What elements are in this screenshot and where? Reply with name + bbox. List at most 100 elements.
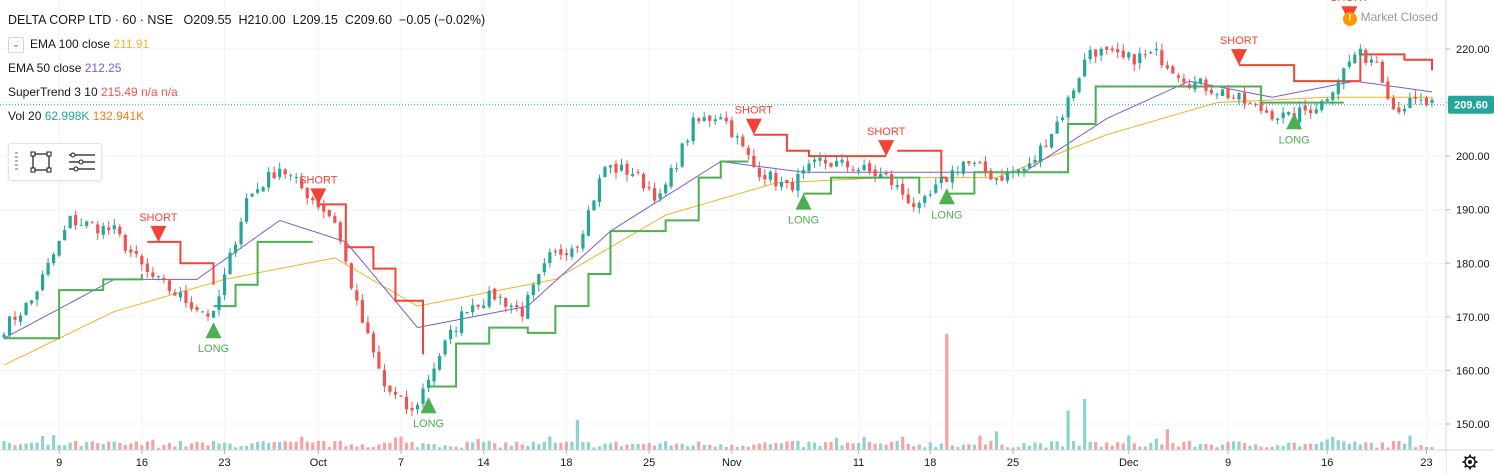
candle-body	[757, 167, 761, 177]
candle	[222, 267, 227, 301]
volume-bar	[40, 435, 45, 450]
candle	[96, 220, 100, 241]
volume-bar	[1231, 441, 1236, 450]
time-axis: 9 16 23 Oct 7 14 18 25 Nov 11 18 25 Dec 9 16 23	[0, 449, 1494, 474]
market-status[interactable]: ! Market Closed	[1342, 10, 1438, 26]
candle-body	[901, 183, 905, 195]
candle-body	[404, 396, 409, 410]
volume-bar	[840, 445, 844, 450]
candle-body	[1270, 111, 1274, 120]
long-arrow-icon	[420, 397, 437, 414]
volume-bar	[200, 442, 205, 450]
volume-bar	[790, 440, 795, 450]
candle-body	[1016, 169, 1021, 173]
settings-gear-icon[interactable]	[1462, 454, 1478, 470]
candle-body	[493, 288, 497, 300]
indicator-ema100[interactable]: ⌄ EMA 100 close 211.91	[8, 32, 485, 56]
volume-value: 62.998K	[44, 109, 90, 123]
candle-body	[35, 291, 39, 300]
volume-bar	[244, 445, 249, 450]
candle	[338, 220, 342, 245]
candle-body	[763, 175, 767, 180]
time-tick-label: 16	[1321, 457, 1333, 469]
candle	[1402, 105, 1407, 116]
candle	[978, 160, 982, 164]
volume-bar	[1413, 447, 1418, 450]
long-label: LONG	[931, 209, 962, 221]
candle-body	[581, 233, 585, 249]
volume-bar	[426, 443, 431, 450]
candle	[1287, 111, 1291, 116]
candle	[1276, 117, 1280, 125]
symbol-title[interactable]: DELTA CORP LTD · 60 · NSE	[8, 13, 174, 27]
candle	[29, 300, 34, 306]
candle-body	[801, 169, 806, 174]
candle-body	[349, 263, 353, 289]
volume-bar	[868, 441, 872, 450]
candle-body	[471, 305, 475, 313]
indicator-supertrend[interactable]: SuperTrend 3 10 215.49 n/a n/a	[8, 80, 485, 104]
candle	[1237, 91, 1241, 105]
candle-body	[360, 299, 364, 323]
candle	[388, 384, 392, 396]
long-arrow-icon	[1286, 113, 1303, 130]
candle-body	[680, 143, 684, 167]
candle-body	[487, 290, 491, 307]
candle-body	[410, 407, 414, 411]
candle	[989, 167, 993, 181]
candle-body	[217, 296, 221, 310]
volume-bar	[1287, 442, 1291, 450]
candle	[961, 161, 965, 177]
candle	[686, 139, 690, 147]
time-tick-label: Nov	[722, 457, 742, 469]
candle-body	[1165, 65, 1169, 69]
price-tick-label: 180.00	[1456, 258, 1490, 270]
volume-bar	[90, 441, 94, 450]
rectangle-tool-icon[interactable]	[29, 150, 53, 174]
volume-bar	[1027, 445, 1032, 450]
candle	[1204, 76, 1208, 96]
candle	[1033, 155, 1037, 168]
volume-bar	[344, 446, 348, 450]
short-signal: SHORT	[735, 105, 773, 135]
volume-bar	[564, 441, 568, 450]
volume-bar	[823, 442, 828, 450]
time-tick-label: Dec	[1119, 457, 1139, 469]
candle	[537, 273, 541, 292]
candle-body	[1072, 90, 1076, 99]
candle	[1044, 139, 1048, 148]
candle	[200, 310, 205, 313]
candle-body	[675, 168, 679, 170]
candle	[912, 197, 916, 212]
short-signal: SHORT	[299, 174, 338, 205]
volume-bar	[151, 439, 155, 450]
candle	[834, 156, 839, 167]
candle-body	[24, 302, 28, 315]
candle	[890, 170, 894, 191]
candle	[763, 169, 767, 186]
indicator-volume[interactable]: Vol 20 62.998K 132.941K	[8, 104, 485, 128]
collapse-chevron-icon[interactable]: ⌄	[8, 36, 24, 53]
candle	[228, 248, 232, 275]
volume-bar	[1253, 444, 1258, 450]
candle	[570, 244, 574, 260]
volume-bar	[129, 443, 133, 450]
long-label: LONG	[788, 215, 819, 227]
volume-bar	[724, 447, 728, 450]
volume-bar	[763, 442, 767, 450]
candle	[1027, 157, 1032, 169]
candle-body	[1402, 108, 1407, 112]
volume-bar	[1364, 442, 1368, 450]
candle	[972, 160, 976, 167]
horizontal-lines-tool-icon[interactable]	[67, 150, 97, 174]
volume-bar	[443, 445, 447, 450]
candle	[1364, 48, 1368, 66]
candle	[63, 225, 67, 241]
candle	[244, 193, 249, 225]
drag-handle-icon[interactable]	[15, 152, 18, 172]
candle-body	[465, 312, 469, 314]
indicator-ema50[interactable]: EMA 50 close 212.25	[8, 56, 485, 80]
candle	[1176, 72, 1180, 83]
candle-body	[647, 187, 651, 189]
